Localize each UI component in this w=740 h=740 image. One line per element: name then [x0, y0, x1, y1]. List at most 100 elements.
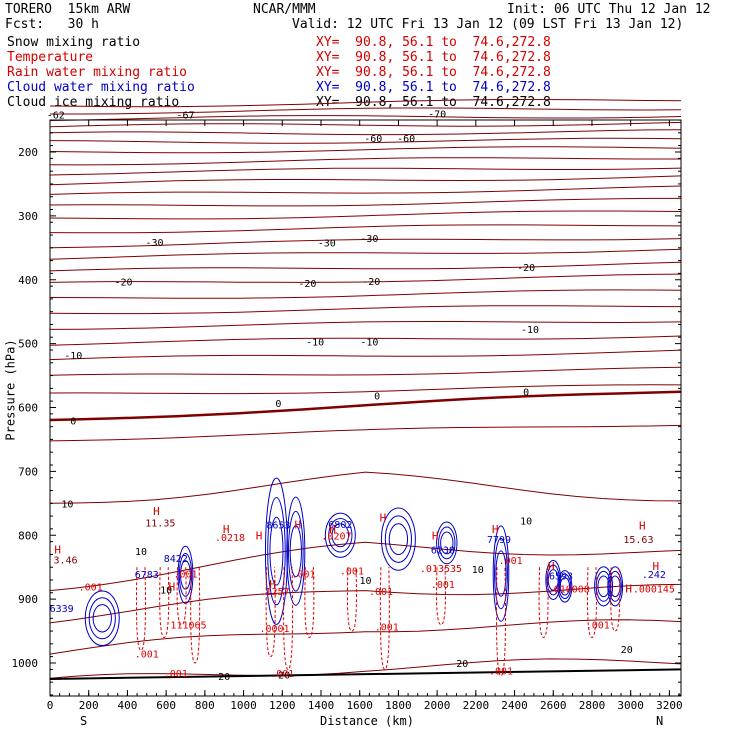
- north-label: N: [656, 714, 664, 728]
- temperature-label: -20: [362, 277, 380, 288]
- cloud-contour: [492, 525, 510, 622]
- high-marker: H: [625, 582, 632, 595]
- high-marker: H: [639, 520, 646, 533]
- x-tick-label: 200: [79, 699, 99, 712]
- maximum-value-label: 15.63: [623, 535, 653, 546]
- maximum-value-label: .001: [340, 566, 364, 577]
- maximum-value-label: .001: [79, 582, 103, 593]
- south-label: S: [80, 714, 88, 728]
- cloud-contour: [557, 570, 573, 603]
- isotherm: [49, 366, 682, 376]
- maximum-value-label: 11.35: [145, 518, 175, 529]
- temperature-label: -30: [318, 239, 336, 250]
- temperature-label: -10: [64, 351, 82, 362]
- x-tick-label: 0: [47, 699, 54, 712]
- cloud-contour: [287, 510, 304, 592]
- maximum-value-label: .242: [642, 570, 666, 581]
- maximum-value-label: .1257: [259, 587, 289, 598]
- y-axis-label: Pressure (hPa): [3, 339, 18, 441]
- high-marker: H: [294, 518, 301, 531]
- rain-shaft: [586, 567, 597, 638]
- temperature-label: 10: [160, 586, 172, 597]
- rain-shaft: [346, 567, 357, 632]
- high-marker: H: [153, 505, 160, 518]
- isotherm: [49, 146, 682, 154]
- y-tick-label: 400: [18, 274, 38, 287]
- isotherm: [49, 261, 682, 272]
- isotherm: [49, 273, 682, 283]
- cloud-contour: [289, 525, 302, 578]
- cloud-contour: [607, 566, 624, 607]
- isotherm: [49, 349, 682, 361]
- temperature-label: -10: [521, 325, 539, 336]
- maximum-value-label: .010008: [548, 584, 590, 595]
- temperature-label: 10: [472, 565, 484, 576]
- ground-surface: [49, 668, 682, 680]
- cloud-contour: [494, 537, 508, 610]
- y-tick-label: 600: [18, 402, 38, 415]
- rain-shaft: [304, 567, 315, 638]
- x-tick-label: 3000: [617, 699, 644, 712]
- temperature-label: -20: [298, 279, 316, 290]
- isotherm: [49, 321, 682, 330]
- maximum-value-label: 8653: [266, 520, 290, 531]
- high-marker: H: [653, 560, 660, 573]
- maximum-value-label: 8422: [164, 554, 188, 565]
- temperature-label: -20: [517, 263, 535, 274]
- cloud-contour: [324, 512, 356, 558]
- isotherm-warm: [49, 619, 682, 655]
- x-tick-label: 2400: [501, 699, 528, 712]
- temperature-label: -67: [176, 110, 194, 121]
- maximum-value-label: .001: [431, 580, 455, 591]
- cloud-contour: [595, 570, 612, 602]
- isotherm: [49, 115, 682, 121]
- cloud-contour: [84, 590, 120, 647]
- rain-water-contours: [135, 567, 621, 677]
- high-marker: H: [329, 523, 336, 536]
- init-time: Init: 06 UTC Thu 12 Jan 12: [507, 2, 711, 17]
- temperature-label: -30: [360, 234, 378, 245]
- cloud-contour: [328, 517, 353, 553]
- legend-label-cloudwater: Cloud water mixing ratio: [7, 80, 195, 95]
- maximum-value-label: 6802: [328, 520, 352, 531]
- y-tick-label: 200: [18, 146, 38, 159]
- rain-shaft: [495, 567, 506, 677]
- isotherm: [49, 305, 682, 315]
- x-axis-label: Distance (km): [320, 714, 414, 728]
- maximum-value-label: .001: [270, 669, 294, 680]
- cloud-contour: [436, 521, 458, 565]
- x-tick-label: 600: [156, 699, 176, 712]
- y-tick-label: 300: [18, 210, 38, 223]
- isotherm: [49, 185, 682, 195]
- y-tick-label: 1000: [12, 657, 39, 670]
- cloud-contour: [286, 496, 306, 606]
- rain-shaft: [190, 567, 201, 664]
- temperature-label: -70: [428, 110, 446, 121]
- temperature-label: 0: [70, 416, 76, 427]
- high-marker: H: [54, 543, 61, 556]
- legend-label-rain: Rain water mixing ratio: [7, 65, 188, 80]
- center-label: NCAR/MMM: [253, 2, 316, 17]
- isotherm: [50, 107, 682, 115]
- temperature-label: -10: [306, 338, 324, 349]
- temperature-label: -20: [115, 278, 133, 289]
- temperature-label: 20: [621, 645, 633, 656]
- maximum-value-label: .001: [369, 587, 393, 598]
- rain-shaft: [379, 567, 390, 670]
- x-tick-label: 1000: [230, 699, 257, 712]
- isotherm: [49, 197, 681, 207]
- cloud-contour: [380, 507, 416, 571]
- maximum-value-label: .001: [375, 623, 399, 634]
- cloud-contour: [608, 570, 622, 602]
- maximum-value-label: .001: [586, 621, 610, 632]
- temperature-label: 0: [275, 399, 281, 410]
- maximum-value-label: .001: [489, 667, 513, 678]
- temperature-label: 20: [278, 670, 290, 681]
- isotherm: [49, 384, 682, 395]
- cloud-contour: [267, 497, 286, 606]
- high-marker: H: [548, 560, 555, 573]
- y-tick-label: 700: [18, 465, 38, 478]
- rain-shaft: [159, 567, 170, 638]
- rain-shaft: [435, 567, 446, 626]
